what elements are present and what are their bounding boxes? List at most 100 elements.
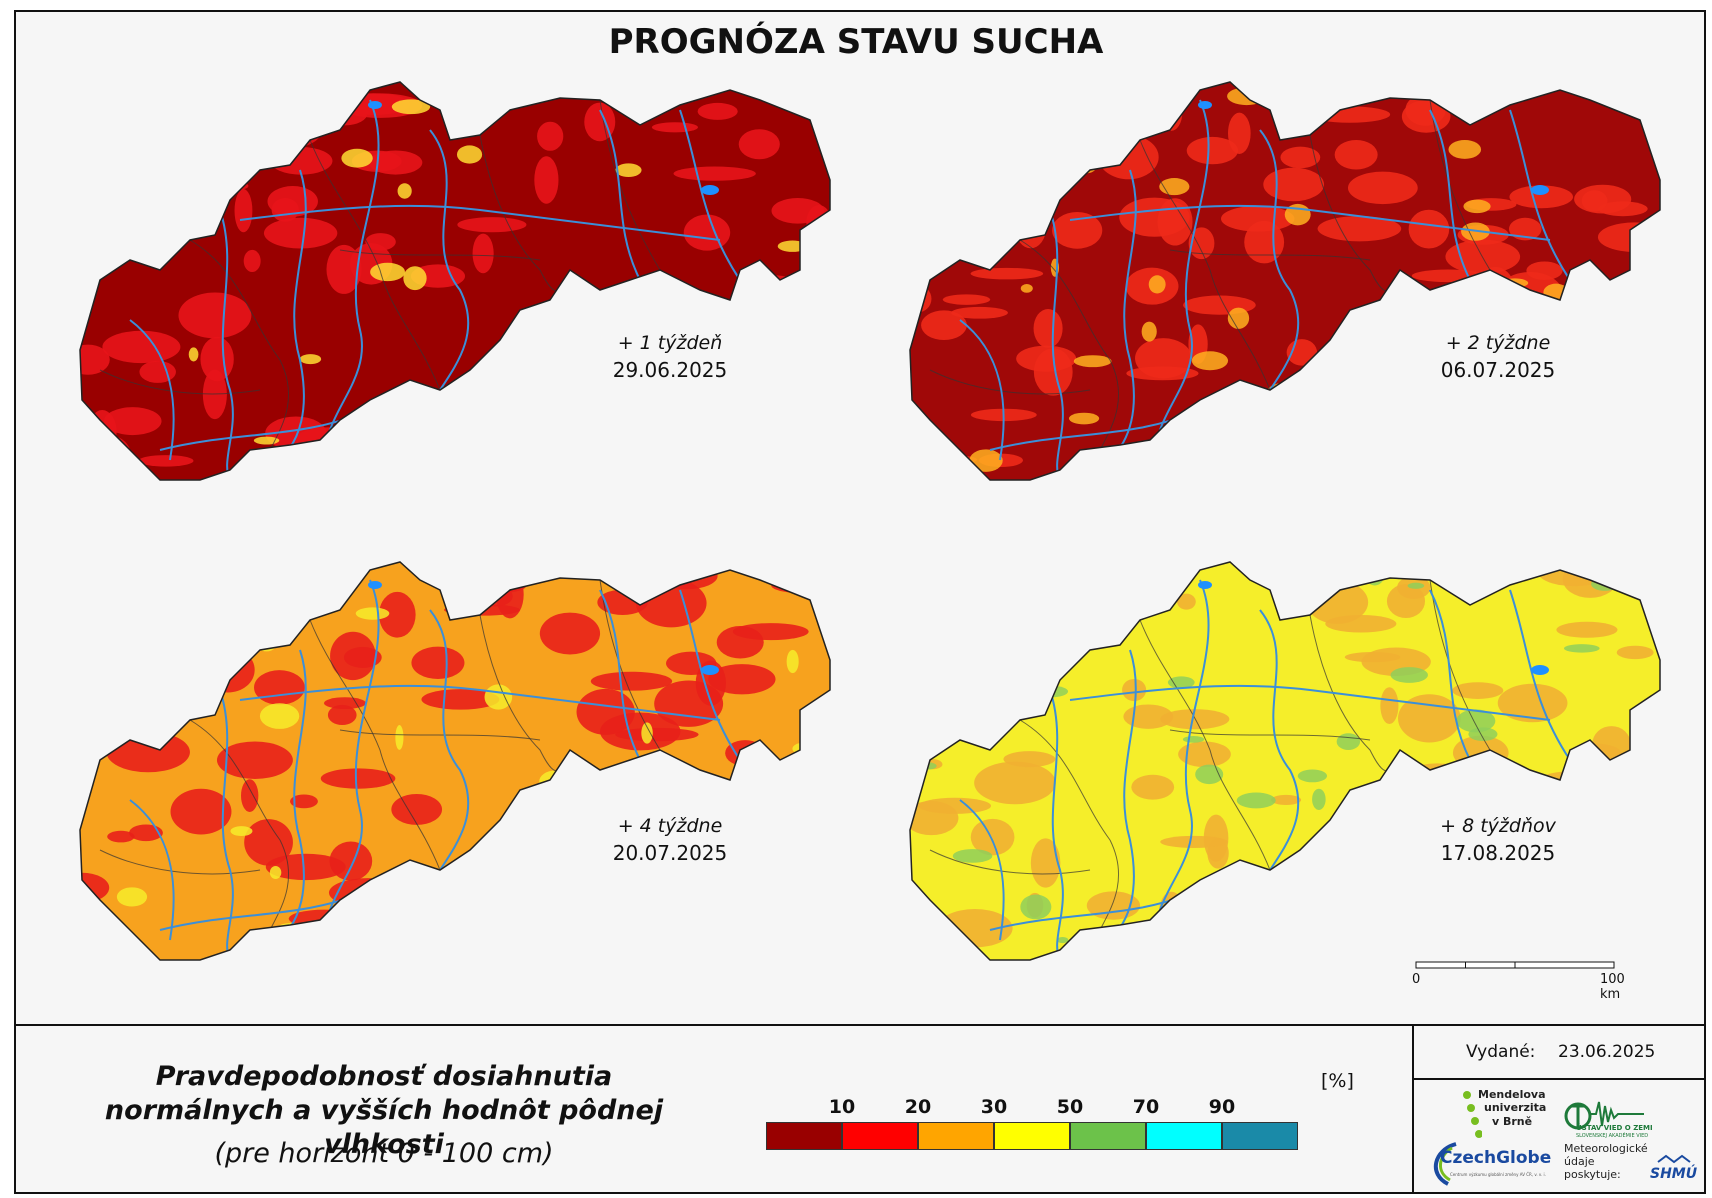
patch-accent bbox=[1020, 284, 1033, 293]
river bbox=[129, 799, 175, 941]
patch-secondary bbox=[654, 680, 724, 727]
patch-accent bbox=[105, 204, 115, 212]
district-border bbox=[339, 729, 541, 741]
patch-accent bbox=[1456, 709, 1496, 733]
river bbox=[1509, 109, 1571, 281]
river bbox=[279, 169, 307, 461]
patch-secondary bbox=[1380, 687, 1399, 724]
patch-secondary bbox=[421, 689, 500, 710]
patch-secondary bbox=[970, 267, 1044, 280]
patch-secondary bbox=[771, 577, 830, 594]
legend-swatch-3 bbox=[918, 1122, 994, 1150]
lake bbox=[1198, 581, 1212, 589]
patch-accent bbox=[259, 703, 300, 729]
patch-accent bbox=[952, 849, 993, 863]
patch-secondary bbox=[1513, 911, 1558, 935]
patch-secondary bbox=[1506, 917, 1538, 936]
country-outline bbox=[79, 561, 831, 961]
river bbox=[1159, 579, 1210, 911]
map-panel-3 bbox=[40, 550, 860, 1020]
patch-accent bbox=[355, 607, 390, 620]
patch-accent bbox=[615, 163, 642, 177]
patch-accent bbox=[373, 458, 400, 466]
patch-accent bbox=[757, 398, 769, 425]
drought-fill-layer bbox=[80, 82, 830, 480]
patch-accent bbox=[1442, 406, 1456, 431]
patch-accent bbox=[230, 826, 253, 837]
patch-secondary bbox=[1433, 901, 1472, 928]
patch-accent bbox=[382, 400, 393, 416]
panel-2-date: 06.07.2025 bbox=[1440, 358, 1556, 382]
patch-secondary bbox=[290, 794, 318, 809]
patch-accent bbox=[198, 616, 224, 637]
patch-accent bbox=[1463, 199, 1491, 214]
patch-accent bbox=[188, 347, 199, 362]
patch-secondary bbox=[1532, 771, 1610, 802]
patch-secondary bbox=[1347, 897, 1366, 922]
patch-secondary bbox=[170, 788, 232, 835]
patch-secondary bbox=[743, 275, 801, 299]
meteo-line2: údaje bbox=[1564, 1155, 1595, 1168]
patch-secondary bbox=[951, 306, 1008, 319]
patch-secondary bbox=[1556, 621, 1618, 638]
patch-accent bbox=[391, 99, 431, 115]
patch-secondary bbox=[540, 938, 588, 960]
patch-secondary bbox=[1263, 167, 1325, 202]
patch-secondary bbox=[1309, 106, 1391, 123]
patch-secondary bbox=[245, 116, 321, 150]
patch-secondary bbox=[1098, 135, 1159, 180]
legend-tick-50: 50 bbox=[1056, 1096, 1084, 1118]
patch-secondary bbox=[1016, 345, 1077, 372]
district-border bbox=[339, 249, 541, 261]
patch-secondary bbox=[80, 942, 131, 960]
drought-fill-layer bbox=[910, 562, 1660, 960]
drought-fill-layer bbox=[80, 562, 830, 960]
river bbox=[219, 689, 234, 960]
district-border bbox=[1429, 579, 1491, 751]
patch-accent bbox=[116, 887, 148, 907]
river bbox=[429, 609, 470, 871]
patch-secondary bbox=[84, 608, 113, 629]
patch-secondary bbox=[244, 819, 293, 866]
patch-accent bbox=[1448, 140, 1482, 159]
patch-secondary bbox=[354, 916, 385, 944]
district-border bbox=[929, 849, 1091, 875]
patch-secondary bbox=[460, 855, 511, 885]
district-border bbox=[99, 369, 261, 395]
patch-secondary bbox=[139, 360, 176, 383]
patch-secondary bbox=[1126, 366, 1199, 381]
patch-accent bbox=[224, 159, 233, 172]
patch-secondary bbox=[1347, 171, 1418, 205]
patch-accent bbox=[723, 938, 742, 960]
patch-secondary bbox=[576, 688, 635, 735]
mendel-logo: Mendelova univerzita v Brně bbox=[1462, 1088, 1562, 1138]
patch-accent bbox=[296, 925, 328, 933]
legend-swatch-1 bbox=[766, 1122, 842, 1150]
map-panel-1 bbox=[40, 70, 860, 540]
legend-unit: [%] bbox=[1321, 1070, 1354, 1092]
patch-secondary bbox=[216, 741, 293, 779]
patch-secondary bbox=[468, 435, 500, 458]
patch-secondary bbox=[738, 129, 780, 160]
patch-secondary bbox=[178, 292, 252, 339]
patch-secondary bbox=[80, 344, 110, 375]
patch-secondary bbox=[1386, 584, 1426, 619]
patch-accent bbox=[286, 443, 319, 461]
slovakia-map-4 bbox=[909, 561, 1661, 961]
uvz-subname: SLOVENSKEJ AKADÉMIE VIED bbox=[1576, 1133, 1649, 1139]
patch-secondary bbox=[1408, 209, 1450, 249]
patch-secondary bbox=[1314, 934, 1371, 946]
patch-secondary bbox=[80, 448, 129, 480]
czechglobe-name: CzechGlobe bbox=[1440, 1148, 1552, 1168]
patch-secondary bbox=[590, 671, 673, 691]
patch-secondary bbox=[378, 591, 416, 638]
patch-accent bbox=[1591, 577, 1619, 591]
patch-secondary bbox=[1452, 682, 1504, 699]
patch-accent bbox=[536, 829, 562, 846]
patch-secondary bbox=[324, 454, 346, 480]
patch-secondary bbox=[411, 646, 465, 680]
patch-secondary bbox=[656, 462, 706, 480]
district-border bbox=[1139, 619, 1271, 871]
river bbox=[1049, 689, 1064, 960]
country-fill bbox=[910, 82, 1660, 480]
